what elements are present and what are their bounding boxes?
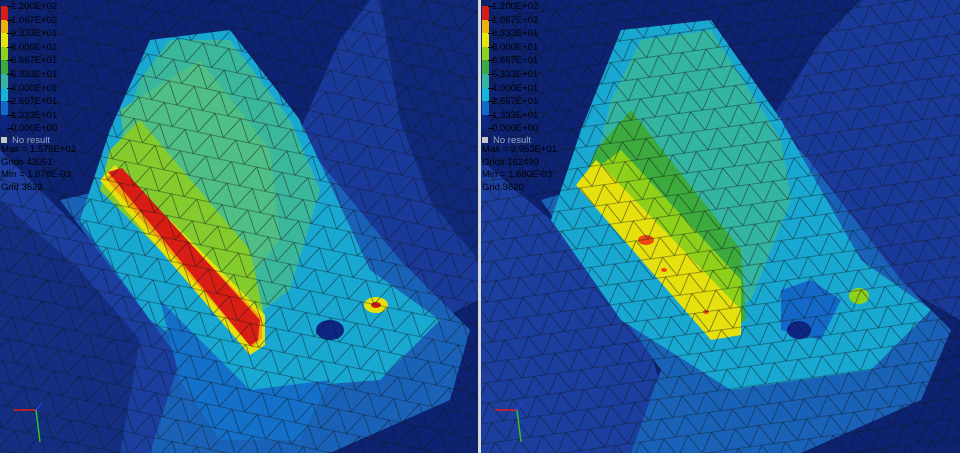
grids-count: Grids 162499 — [482, 156, 540, 168]
right-result-info: Max = 9.953E+01 Grids 162499 Min = 1.680… — [482, 144, 557, 194]
right-contour-plot — [481, 0, 960, 453]
left-result-info: Max = 1.575E+02 Grids 43051 Min = 1.678E… — [1, 144, 76, 194]
no-result-legend-entry: No result — [482, 135, 531, 146]
no-result-swatch — [1, 137, 7, 144]
grid-id: Grid 3623 — [1, 181, 43, 193]
viewport-divider[interactable] — [478, 0, 481, 453]
left-contour-plot — [0, 0, 478, 453]
no-result-swatch — [482, 137, 488, 144]
xyz-axis-triad-icon — [14, 401, 43, 443]
min-value: Min = 1.680E-03 — [482, 169, 552, 180]
max-value: Max = 1.575E+02 — [1, 144, 76, 155]
max-value: Max = 9.953E+01 — [482, 144, 557, 155]
xyz-axis-triad-icon — [495, 401, 524, 443]
grids-count: Grids 43051 — [1, 156, 53, 168]
right-viewport[interactable]: 1.200E+02 1.067E+02 9.333E+01 8.000E+01 … — [481, 0, 960, 453]
no-result-legend-entry: No result — [1, 135, 50, 146]
left-viewport[interactable]: 1.200E+02 1.067E+02 9.333E+01 8.000E+01 … — [0, 0, 478, 453]
grid-id: Grid 3620 — [482, 181, 524, 193]
min-value: Min = 1.678E-03 — [1, 169, 71, 180]
